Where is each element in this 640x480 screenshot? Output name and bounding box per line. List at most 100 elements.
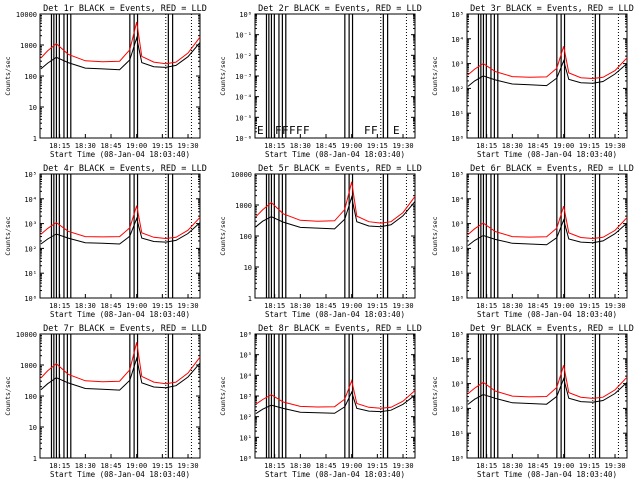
panel-title: Det 9r BLACK = Events, RED = LLD — [470, 324, 634, 334]
y-tick-label: 10¹ — [451, 270, 464, 278]
x-tick-label: 19:15 — [367, 142, 388, 150]
y-tick-label: 10⁰ — [239, 11, 252, 19]
flag-letter: F — [275, 124, 282, 137]
panel-det-5: Det 5r BLACK = Events, RED = LLD 1 10 100 10… — [219, 164, 422, 319]
x-tick-label: 18:30 — [290, 462, 311, 470]
y-tick-label: 10² — [451, 85, 464, 93]
x-tick-label: 18:30 — [75, 302, 96, 310]
panel-det-3: Det 3r BLACK = Events, RED = LLD 10⁰ 10¹ 10… — [431, 4, 634, 159]
y-axis-label: Counts/sec — [431, 376, 439, 415]
x-tick-label: 18:15 — [476, 302, 497, 310]
x-tick-label: 19:30 — [604, 462, 625, 470]
series-events — [255, 390, 416, 415]
y-tick-label: 100 — [24, 73, 37, 81]
x-tick-label: 19:00 — [126, 462, 147, 470]
x-tick-label: 19:30 — [177, 462, 198, 470]
y-tick-label: 10¹ — [451, 110, 464, 118]
x-tick-label: 19:30 — [604, 302, 625, 310]
x-tick-label: 19:00 — [126, 142, 147, 150]
series-lld — [255, 181, 416, 224]
panel-title: Det 1r BLACK = Events, RED = LLD — [43, 4, 207, 14]
y-tick-label: 10² — [451, 245, 464, 253]
series-lld — [40, 342, 201, 385]
y-tick-label: 10³ — [451, 61, 464, 69]
flag-letter: F — [303, 124, 310, 137]
x-tick-label: 19:15 — [367, 302, 388, 310]
flag-letter: F — [289, 124, 296, 137]
x-tick-label: 19:00 — [553, 302, 574, 310]
x-tick-label: 18:45 — [315, 302, 336, 310]
y-tick-label: 10⁻⁶ — [235, 135, 252, 143]
x-tick-label: 18:15 — [476, 142, 497, 150]
y-tick-label: 10¹ — [239, 434, 252, 442]
series-events — [40, 356, 201, 391]
y-tick-label: 1000 — [20, 362, 37, 370]
series-lld — [467, 46, 628, 80]
x-tick-label: 19:30 — [177, 302, 198, 310]
y-tick-label: 10⁴ — [239, 372, 252, 380]
panel-det-6: Det 6r BLACK = Events, RED = LLD 10⁰ 10¹ 10… — [431, 164, 634, 319]
y-tick-label: 10⁰ — [451, 135, 464, 143]
x-tick-label: 18:15 — [49, 302, 70, 310]
x-tick-label: 18:30 — [502, 302, 523, 310]
y-tick-label: 10⁻³ — [235, 73, 252, 81]
y-axis-label: Counts/sec — [431, 216, 439, 255]
panel-title: Det 2r BLACK = Events, RED = LLD — [258, 4, 422, 14]
series-events — [40, 216, 201, 245]
y-tick-label: 1000 — [235, 202, 252, 210]
plot-frame — [466, 173, 628, 299]
x-tick-label: 19:15 — [367, 462, 388, 470]
y-tick-label: 10² — [451, 405, 464, 413]
x-tick-label: 19:30 — [392, 462, 413, 470]
series-lld — [467, 365, 628, 399]
y-axis-label: Counts/sec — [4, 376, 12, 415]
x-tick-label: 19:00 — [126, 302, 147, 310]
y-tick-label: 10000 — [16, 11, 37, 19]
x-tick-label: 19:30 — [604, 142, 625, 150]
series-lld — [40, 205, 201, 240]
x-tick-label: 18:45 — [100, 302, 121, 310]
y-tick-label: 10⁻¹ — [235, 32, 252, 40]
y-tick-label: 10 — [244, 264, 252, 272]
panel-title: Det 8r BLACK = Events, RED = LLD — [258, 324, 422, 334]
x-tick-label: 18:45 — [100, 142, 121, 150]
x-tick-label: 19:00 — [553, 462, 574, 470]
x-tick-label: 18:15 — [476, 462, 497, 470]
x-tick-label: 18:45 — [100, 462, 121, 470]
x-tick-label: 18:30 — [290, 302, 311, 310]
x-tick-label: 19:30 — [392, 302, 413, 310]
x-tick-label: 18:15 — [264, 462, 285, 470]
series-lld — [40, 21, 201, 65]
plot-frame — [466, 13, 628, 139]
series-events — [255, 195, 416, 230]
flag-letter: E — [393, 124, 400, 137]
y-tick-label: 10⁴ — [451, 36, 464, 44]
x-tick-label: 19:30 — [177, 142, 198, 150]
panel-det-4: Det 4r BLACK = Events, RED = LLD 10⁰ 10¹ 10… — [4, 164, 207, 319]
flag-letter: F — [296, 124, 303, 137]
x-tick-label: 18:15 — [49, 462, 70, 470]
y-tick-label: 10⁻⁵ — [235, 114, 252, 122]
y-tick-label: 10⁻² — [235, 52, 252, 60]
series-events — [467, 59, 628, 87]
x-tick-label: 18:30 — [75, 142, 96, 150]
y-tick-label: 10² — [239, 414, 252, 422]
y-tick-label: 100 — [239, 233, 252, 241]
y-tick-label: 1000 — [20, 42, 37, 50]
y-tick-label: 10⁴ — [24, 196, 37, 204]
panel-det-2: Det 2r BLACK = Events, RED = LLD 10⁻⁶ 10⁻⁵… — [219, 4, 422, 159]
flag-letter: F — [364, 124, 371, 137]
y-tick-label: 10⁴ — [451, 196, 464, 204]
x-tick-label: 18:30 — [75, 462, 96, 470]
panel-title: Det 7r BLACK = Events, RED = LLD — [43, 324, 207, 334]
y-tick-label: 10³ — [239, 393, 252, 401]
y-tick-label: 10⁻⁴ — [235, 94, 252, 102]
panel-det-8: Det 8r BLACK = Events, RED = LLD 10⁰ 10¹ 10… — [219, 324, 422, 479]
y-tick-label: 10² — [24, 245, 37, 253]
y-tick-label: 10⁵ — [451, 331, 464, 339]
y-tick-label: 10⁰ — [451, 295, 464, 303]
y-tick-label: 10⁵ — [24, 171, 37, 179]
y-axis-label: Counts/sec — [219, 56, 227, 95]
panel-title: Det 4r BLACK = Events, RED = LLD — [43, 164, 207, 174]
y-tick-label: 10³ — [451, 381, 464, 389]
